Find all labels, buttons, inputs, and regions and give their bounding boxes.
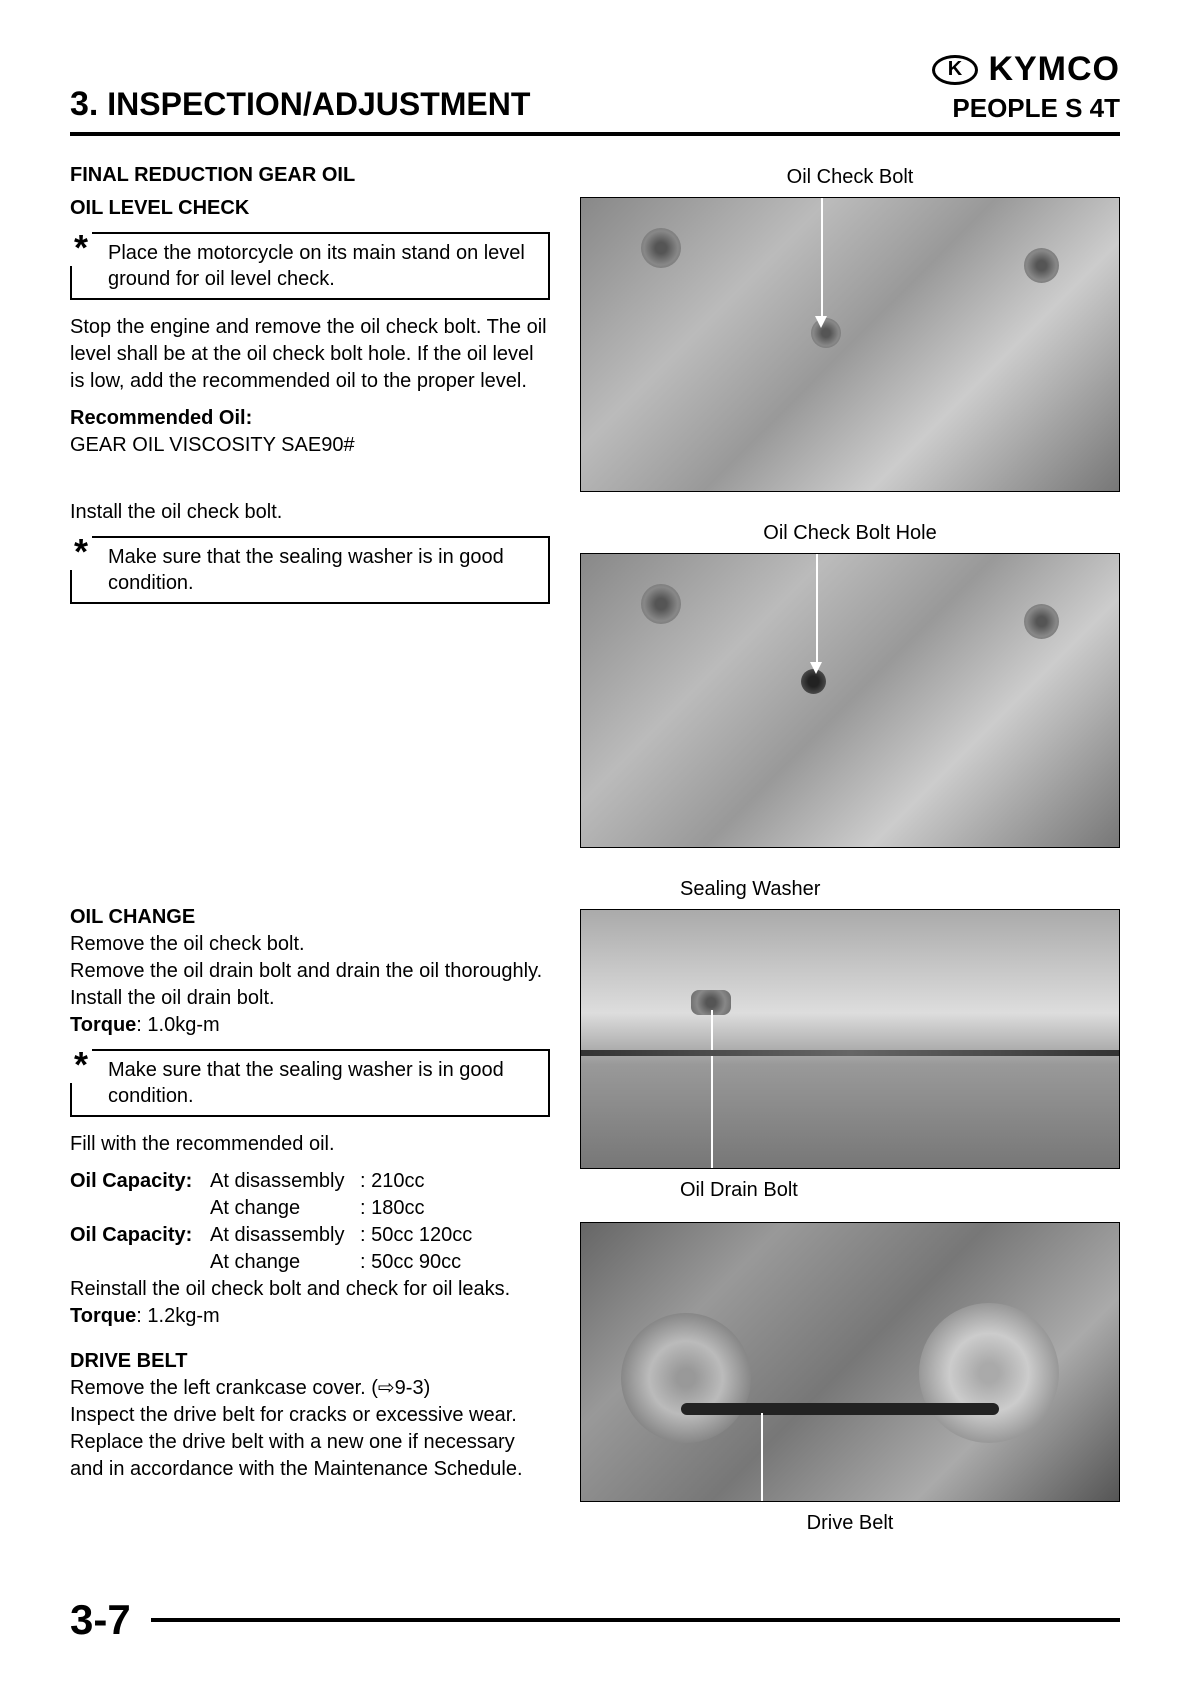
page-header: 3. INSPECTION/ADJUSTMENT K KYMCO PEOPLE … — [70, 50, 1120, 136]
chapter-title: INSPECTION/ADJUSTMENT — [107, 86, 530, 122]
section-title-drive-belt: DRIVE BELT — [70, 1348, 550, 1375]
page-number: 3-7 — [70, 1596, 131, 1644]
brand-logo-icon: K — [932, 55, 978, 85]
asterisk-icon: * — [70, 230, 92, 266]
note-text-2: Make sure that the sealing washer is in … — [108, 544, 538, 596]
torque-1-label: Torque — [70, 1014, 136, 1036]
oil-capacity-1-label: Oil Capacity: — [70, 1168, 210, 1195]
oil-capacity-2-row1: Oil Capacity: At disassembly : 50cc 120c… — [70, 1222, 550, 1249]
image-sealing-washer — [580, 909, 1120, 1169]
asterisk-icon: * — [70, 1047, 92, 1083]
paragraph-fill-oil: Fill with the recommended oil. — [70, 1131, 550, 1158]
paragraph-install-bolt: Install the oil check bolt. — [70, 499, 550, 526]
brand-name: KYMCO — [988, 50, 1120, 89]
right-column: Oil Check Bolt Oil Check Bolt Hole Seali… — [580, 156, 1120, 1543]
paragraph-remove-check-bolt: Remove the oil check bolt. — [70, 931, 550, 958]
oil-capacity-2-disassembly-label: At disassembly — [210, 1222, 360, 1249]
oil-capacity-2-row2: At change : 50cc 90cc — [70, 1249, 550, 1276]
paragraph-reinstall: Reinstall the oil check bolt and check f… — [70, 1276, 550, 1303]
left-column: FINAL REDUCTION GEAR OIL OIL LEVEL CHECK… — [70, 156, 550, 1543]
oil-capacity-1-row1: Oil Capacity: At disassembly : 210cc — [70, 1168, 550, 1195]
oil-capacity-1-row2: At change : 180cc — [70, 1195, 550, 1222]
oil-capacity-1-disassembly-value: : 210cc — [360, 1168, 550, 1195]
chapter-number: 3. — [70, 85, 98, 123]
recommended-oil-value: GEAR OIL VISCOSITY SAE90# — [70, 432, 550, 459]
asterisk-icon: * — [70, 534, 92, 570]
paragraph-install-drain-bolt: Install the oil drain bolt. — [70, 985, 550, 1012]
image-1-label: Oil Check Bolt — [580, 166, 1120, 189]
paragraph-stop-engine: Stop the engine and remove the oil check… — [70, 314, 550, 395]
page-footer: 3-7 — [70, 1596, 1120, 1644]
image-2-label: Oil Check Bolt Hole — [580, 522, 1120, 545]
note-text-1: Place the motorcycle on its main stand o… — [108, 240, 538, 292]
oil-capacity-2-label: Oil Capacity: — [70, 1222, 210, 1249]
image-3-label: Sealing Washer — [580, 878, 1120, 901]
brand-row: K KYMCO — [932, 50, 1120, 89]
paragraph-inspect-belt: Inspect the drive belt for cracks or exc… — [70, 1402, 550, 1429]
oil-capacity-1-change-label: At change — [210, 1195, 360, 1222]
oil-capacity-1-disassembly-label: At disassembly — [210, 1168, 360, 1195]
torque-2-value: : 1.2kg-m — [136, 1305, 219, 1327]
image-4-label: Oil Drain Bolt — [580, 1179, 1120, 1202]
image-5-label: Drive Belt — [580, 1512, 1120, 1535]
paragraph-replace-belt: Replace the drive belt with a new one if… — [70, 1429, 550, 1483]
note-box-1: * Place the motorcycle on its main stand… — [70, 232, 550, 300]
oil-capacity-1-change-value: : 180cc — [360, 1195, 550, 1222]
section-title-oil-level: OIL LEVEL CHECK — [70, 195, 550, 222]
section-title-gear-oil: FINAL REDUCTION GEAR OIL — [70, 162, 550, 189]
note-text-3: Make sure that the sealing washer is in … — [108, 1057, 538, 1109]
oil-capacity-2-disassembly-value: : 50cc 120cc — [360, 1222, 550, 1249]
note-box-3: * Make sure that the sealing washer is i… — [70, 1049, 550, 1117]
paragraph-remove-drain-bolt: Remove the oil drain bolt and drain the … — [70, 958, 550, 985]
torque-2: Torque: 1.2kg-m — [70, 1303, 550, 1330]
chapter-heading: 3. INSPECTION/ADJUSTMENT — [70, 85, 530, 124]
footer-rule — [151, 1618, 1120, 1622]
header-right: K KYMCO PEOPLE S 4T — [932, 50, 1120, 124]
image-oil-check-bolt — [580, 197, 1120, 492]
paragraph-remove-cover: Remove the left crankcase cover. (⇨9-3) — [70, 1375, 550, 1402]
torque-1-value: : 1.0kg-m — [136, 1014, 219, 1036]
image-drive-belt — [580, 1222, 1120, 1502]
recommended-oil-label: Recommended Oil: — [70, 405, 550, 432]
oil-capacity-2-change-label: At change — [210, 1249, 360, 1276]
note-box-2: * Make sure that the sealing washer is i… — [70, 536, 550, 604]
torque-2-label: Torque — [70, 1305, 136, 1327]
torque-1: Torque: 1.0kg-m — [70, 1012, 550, 1039]
oil-capacity-2-change-value: : 50cc 90cc — [360, 1249, 550, 1276]
section-title-oil-change: OIL CHANGE — [70, 904, 550, 931]
content-columns: FINAL REDUCTION GEAR OIL OIL LEVEL CHECK… — [70, 156, 1120, 1543]
image-oil-check-bolt-hole — [580, 553, 1120, 848]
model-name: PEOPLE S 4T — [932, 93, 1120, 124]
